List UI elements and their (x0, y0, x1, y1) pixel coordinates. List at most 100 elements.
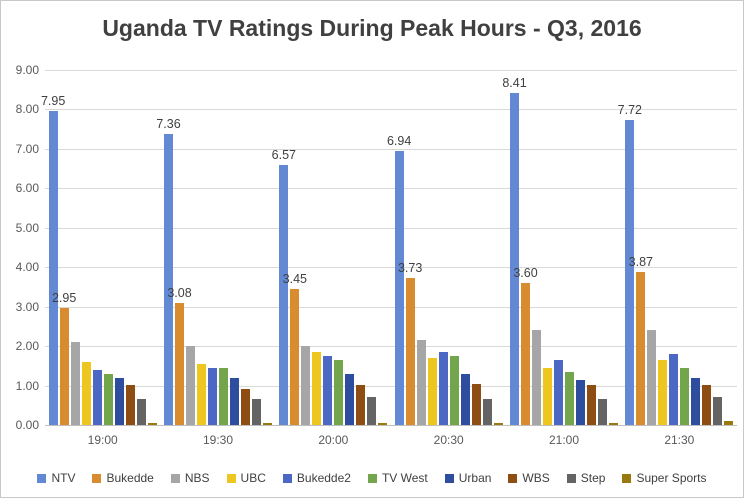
bar-tv-west (449, 356, 459, 425)
data-label-ntv: 6.57 (271, 148, 296, 162)
bar-ntv (625, 120, 635, 425)
bar-nbs (301, 346, 311, 425)
bar-urban (345, 374, 355, 425)
bar-bukedde2 (669, 354, 679, 425)
legend-label: Urban (458, 471, 492, 485)
y-axis-tick-label: 3.00 (15, 299, 39, 314)
bar-nbs (186, 346, 195, 425)
legend-item-bukedde2: Bukedde2 (282, 471, 351, 485)
legend-label: TV West (381, 471, 428, 485)
bar-ubc (543, 368, 552, 425)
data-label-ntv: 6.94 (386, 134, 412, 148)
bar-nbs (647, 330, 657, 425)
legend-item-nbs: NBS (170, 471, 210, 485)
bar-urban (460, 374, 470, 425)
bar-super-sports (263, 423, 272, 425)
bar-step (598, 399, 607, 425)
gridline (45, 188, 737, 189)
gridline (45, 346, 737, 347)
bar-urban (230, 378, 239, 425)
gridline (45, 148, 737, 150)
legend-item-urban: Urban (444, 471, 492, 485)
bar-bukedde (175, 303, 184, 425)
x-axis-label: 21:30 (664, 433, 695, 447)
bar-super-sports (724, 421, 734, 425)
legend-swatch (226, 473, 236, 483)
data-label-bukedde: 3.87 (628, 255, 653, 269)
gridline (45, 109, 737, 110)
data-label-ntv: 7.72 (617, 103, 642, 117)
bar-tv-west (334, 360, 344, 425)
bar-ntv (394, 151, 404, 425)
data-label-bukedde: 3.45 (282, 272, 307, 286)
bar-bukedde (59, 308, 69, 425)
bar-super-sports (147, 423, 157, 425)
y-axis-tick-label: 2.00 (15, 339, 39, 353)
gridline (45, 306, 737, 308)
legend-label: NTV (51, 471, 76, 485)
bar-bukedde2 (92, 370, 102, 425)
legend-item-tv-west: TV West (367, 471, 428, 485)
y-axis-tick-label: 5.00 (15, 220, 39, 235)
legend-swatch (282, 473, 292, 483)
bar-tv-west (219, 368, 228, 425)
bar-nbs (416, 340, 426, 425)
x-axis-line (45, 425, 737, 426)
legend-label: Bukedde2 (296, 471, 351, 485)
gridline (45, 227, 737, 229)
bar-nbs (70, 342, 80, 425)
chart-title: Uganda TV Ratings During Peak Hours - Q3… (102, 15, 642, 41)
legend-swatch (367, 473, 377, 483)
legend-swatch (92, 473, 102, 483)
legend-item-super-sports: Super Sports (622, 471, 707, 485)
bar-bukedde (290, 289, 300, 425)
bar-bukedde2 (323, 356, 333, 425)
x-axis-label: 20:30 (433, 433, 464, 447)
data-label-bukedde: 3.08 (167, 286, 192, 300)
bar-ntv (164, 134, 173, 425)
bar-step (482, 399, 492, 425)
y-axis-tick-label: 7.00 (15, 141, 39, 156)
bar-ntv (510, 93, 519, 425)
legend-label: NBS (184, 471, 210, 485)
bar-super-sports (493, 423, 503, 425)
y-axis-tick-label: 6.00 (15, 181, 39, 195)
bar-tv-west (680, 368, 690, 425)
legend-swatch (37, 473, 47, 483)
bar-ubc (427, 358, 437, 425)
data-label-ntv: 7.95 (40, 94, 66, 108)
data-label-ntv: 8.41 (502, 76, 527, 90)
x-axis-label: 21:00 (548, 433, 580, 447)
legend-swatch (508, 473, 518, 483)
bar-ubc (658, 360, 668, 425)
bar-super-sports (378, 423, 388, 425)
bar-tv-west (565, 372, 574, 425)
bar-wbs (241, 389, 250, 425)
bar-ubc (312, 352, 322, 425)
legend-label: Super Sports (636, 471, 707, 485)
legend-label: UBC (240, 471, 266, 485)
data-label-bukedde: 3.60 (513, 266, 538, 280)
bar-bukedde (521, 283, 530, 425)
bar-step (136, 399, 146, 425)
bar-ntv (48, 111, 58, 425)
bar-nbs (532, 330, 541, 425)
bar-step (252, 399, 261, 425)
bar-bukedde2 (554, 360, 563, 425)
legend-item-ubc: UBC (226, 471, 266, 485)
bar-bukedde (636, 272, 646, 425)
legend-label: Bukedde (106, 471, 154, 485)
y-axis-tick-label: 0.00 (15, 418, 39, 432)
legend-swatch (444, 473, 454, 483)
gridline (45, 385, 737, 387)
bar-urban (114, 378, 124, 425)
bar-bukedde2 (438, 352, 448, 425)
data-label-bukedde: 3.73 (397, 261, 423, 275)
gridline (45, 69, 737, 71)
bar-ntv (279, 165, 289, 425)
bar-wbs (125, 385, 135, 425)
legend-item-ntv: NTV (37, 471, 75, 485)
legend: NTV Bukedde NBS UBC Bukedde2 TV West Urban WBS S… (1, 471, 743, 485)
